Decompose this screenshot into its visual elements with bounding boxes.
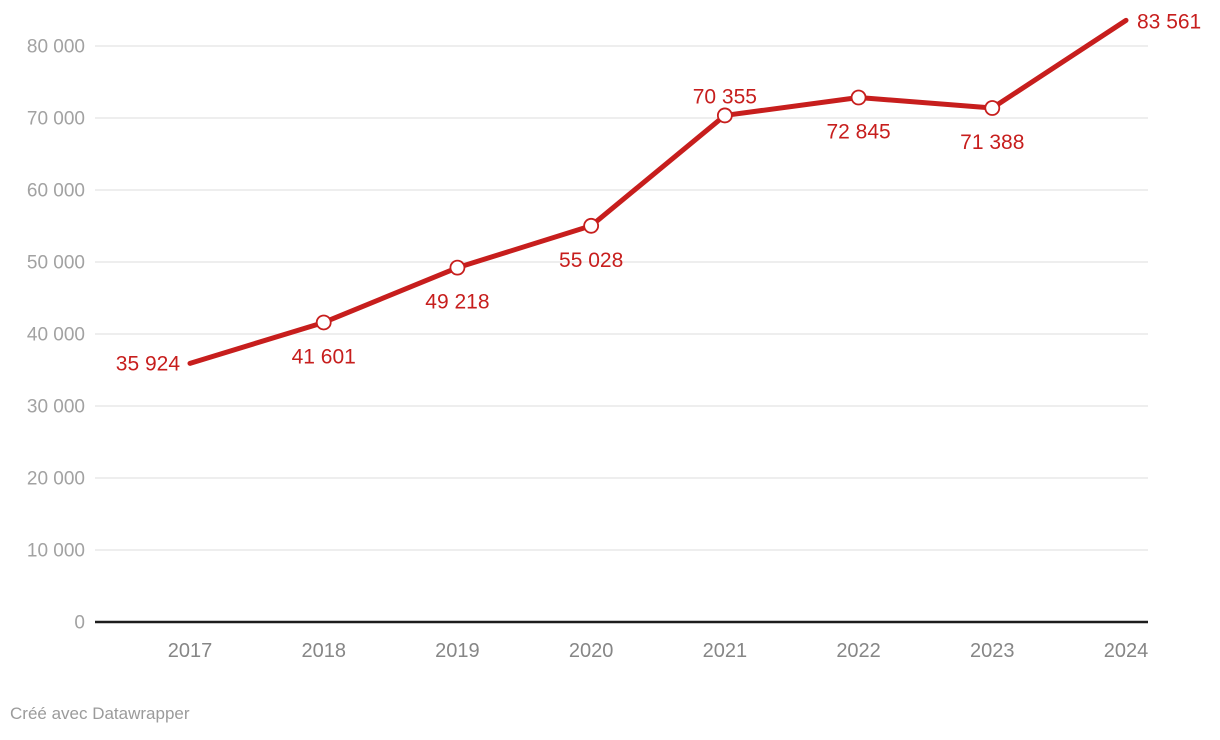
data-line — [187, 17, 1129, 366]
data-value-label: 41 601 — [292, 345, 356, 368]
data-point-marker — [315, 314, 332, 331]
y-axis-tick-label: 30 000 — [27, 397, 85, 418]
x-axis-tick-label: 2021 — [703, 640, 748, 662]
x-axis-tick-label: 2024 — [1104, 640, 1149, 662]
y-axis-tick-label: 20 000 — [27, 469, 85, 490]
x-axis-tick-label: 2019 — [435, 640, 480, 662]
data-point-marker — [716, 107, 733, 124]
data-value-label: 55 028 — [559, 249, 623, 272]
y-axis-tick-label: 70 000 — [27, 109, 85, 130]
y-axis-tick-label: 60 000 — [27, 181, 85, 202]
datawrapper-credit-link[interactable]: Créé avec Datawrapper — [10, 704, 190, 723]
data-value-label: 71 388 — [960, 131, 1024, 154]
x-axis-tick-label: 2023 — [970, 640, 1015, 662]
x-axis-tick-label: 2018 — [301, 640, 346, 662]
data-value-label: 35 924 — [116, 352, 181, 375]
data-point-marker — [583, 217, 600, 234]
data-value-label: 49 218 — [425, 291, 489, 314]
data-value-label: 72 845 — [826, 121, 890, 144]
y-axis-tick-label: 40 000 — [27, 325, 85, 346]
data-value-label: 83 561 — [1137, 10, 1201, 33]
data-point-marker — [984, 100, 1001, 116]
data-point-marker — [449, 259, 466, 276]
data-point-marker — [850, 89, 867, 106]
x-axis-tick-label: 2022 — [836, 640, 881, 662]
y-axis-tick-label: 10 000 — [27, 541, 85, 562]
y-axis-tick-label: 50 000 — [27, 253, 85, 274]
data-value-label: 70 355 — [693, 85, 757, 108]
y-axis-tick-label: 0 — [74, 613, 85, 634]
line-chart: 0 10 000 20 000 30 000 40 000 50 000 60 000 70 … — [27, 10, 1201, 662]
x-axis-tick-label: 2020 — [569, 640, 614, 662]
y-axis-tick-label: 80 000 — [27, 37, 85, 58]
x-axis-tick-label: 2017 — [168, 640, 213, 662]
